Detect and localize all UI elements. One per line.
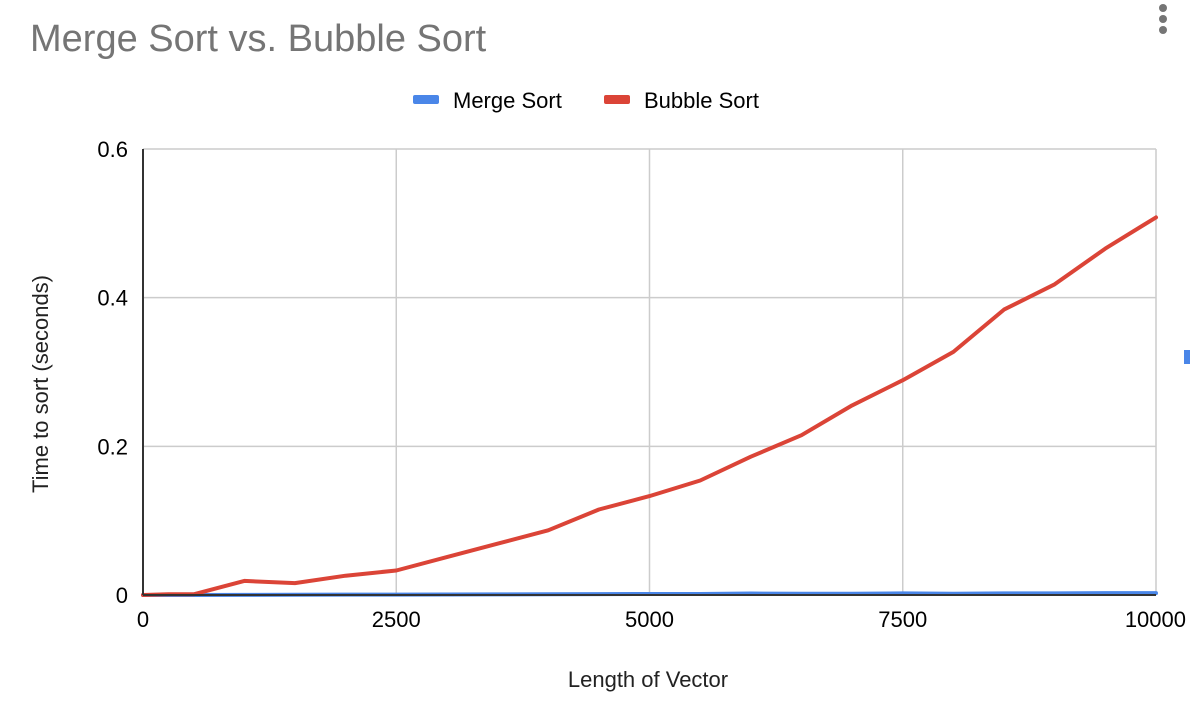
y-axis-title: Time to sort (seconds) [28, 275, 53, 493]
legend: Merge Sort Bubble Sort [413, 88, 759, 113]
edge-handle[interactable] [1184, 350, 1190, 364]
legend-swatch [413, 95, 439, 104]
legend-label: Bubble Sort [644, 88, 759, 113]
y-tick-label: 0.2 [97, 434, 128, 459]
tick-labels: 0 0.2 0.4 0.6 0 2500 5000 7500 10000 [97, 137, 1186, 632]
chart-title: Merge Sort vs. Bubble Sort [30, 18, 487, 60]
x-tick-label: 10000 [1125, 607, 1186, 632]
y-tick-label: 0.6 [97, 137, 128, 162]
more-vert-icon[interactable] [1156, 4, 1170, 38]
x-tick-label: 0 [137, 607, 149, 632]
axes [142, 149, 1156, 596]
x-axis-title: Length of Vector [568, 667, 728, 692]
y-tick-label: 0 [116, 583, 128, 608]
x-tick-label: 2500 [372, 607, 421, 632]
y-tick-label: 0.4 [97, 286, 128, 311]
legend-label: Merge Sort [453, 88, 562, 113]
x-tick-label: 5000 [625, 607, 674, 632]
gridlines [143, 148, 1157, 595]
x-tick-label: 7500 [878, 607, 927, 632]
legend-swatch [604, 95, 630, 104]
series-line-bubble-sort [141, 215, 1158, 597]
